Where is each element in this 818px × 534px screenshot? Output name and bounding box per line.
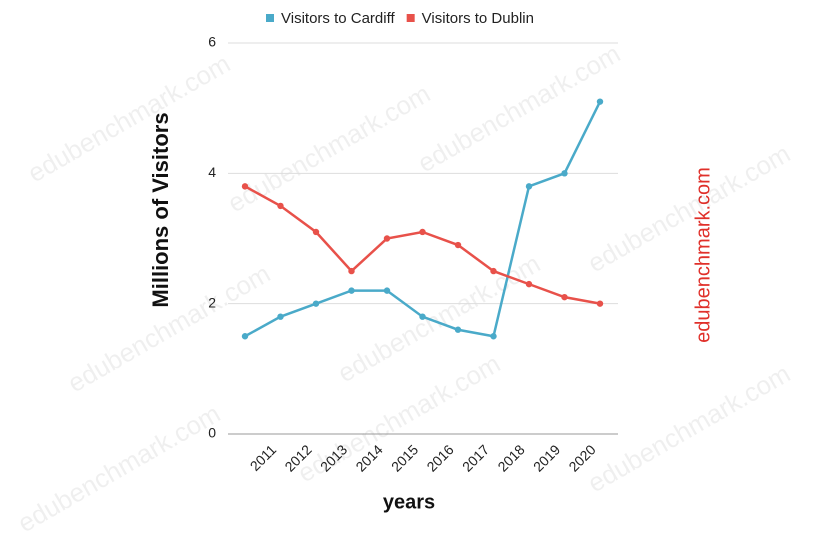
y-tick-label: 6 (208, 34, 216, 50)
data-point (525, 183, 533, 190)
data-point (241, 183, 249, 190)
data-point (241, 333, 249, 340)
watermark-faint: edubenchmark.com (413, 38, 626, 178)
data-point (525, 280, 533, 288)
data-point (454, 326, 462, 333)
y-tick-label: 4 (208, 164, 216, 180)
watermark-faint: edubenchmark.com (333, 248, 546, 388)
legend-label: Visitors to Dublin (422, 10, 534, 27)
y-tick-label: 0 (208, 425, 216, 441)
data-point (419, 313, 426, 320)
watermark-faint: edubenchmark.com (583, 358, 796, 498)
data-point (490, 333, 497, 340)
x-tick-label: 2017 (459, 441, 492, 474)
x-tick-label: 2015 (388, 441, 421, 474)
data-point (383, 287, 391, 294)
legend-label: Visitors to Cardiff (281, 10, 395, 27)
data-point (277, 202, 284, 210)
watermark-faint: edubenchmark.com (223, 78, 436, 218)
watermark-faint: edubenchmark.com (23, 48, 236, 188)
series-line (244, 185, 601, 305)
x-tick-label: 2018 (494, 441, 527, 474)
x-tick-label: 2019 (530, 441, 563, 474)
data-point (383, 235, 391, 242)
legend-swatch (406, 14, 415, 22)
data-point (348, 267, 355, 275)
y-axis-label: Millions of Visitors (148, 112, 173, 307)
data-point (561, 170, 568, 177)
legend-swatch (266, 14, 274, 22)
x-tick-label: 2016 (423, 441, 456, 474)
data-point (419, 228, 426, 236)
data-point (561, 293, 568, 301)
data-point (596, 98, 604, 105)
data-point (348, 287, 355, 294)
x-tick-label: 2011 (247, 441, 280, 474)
watermark-faint: edubenchmark.com (583, 138, 796, 278)
data-point (596, 300, 604, 307)
data-point (454, 241, 462, 249)
watermark-faint: edubenchmark.com (13, 398, 226, 534)
watermark: edubenchmark.com (692, 167, 714, 343)
x-axis-label: years (383, 491, 435, 513)
y-tick-label: 2 (208, 294, 216, 310)
data-point (312, 300, 320, 307)
data-point (490, 267, 497, 275)
data-point (312, 228, 320, 236)
data-point (277, 313, 284, 320)
